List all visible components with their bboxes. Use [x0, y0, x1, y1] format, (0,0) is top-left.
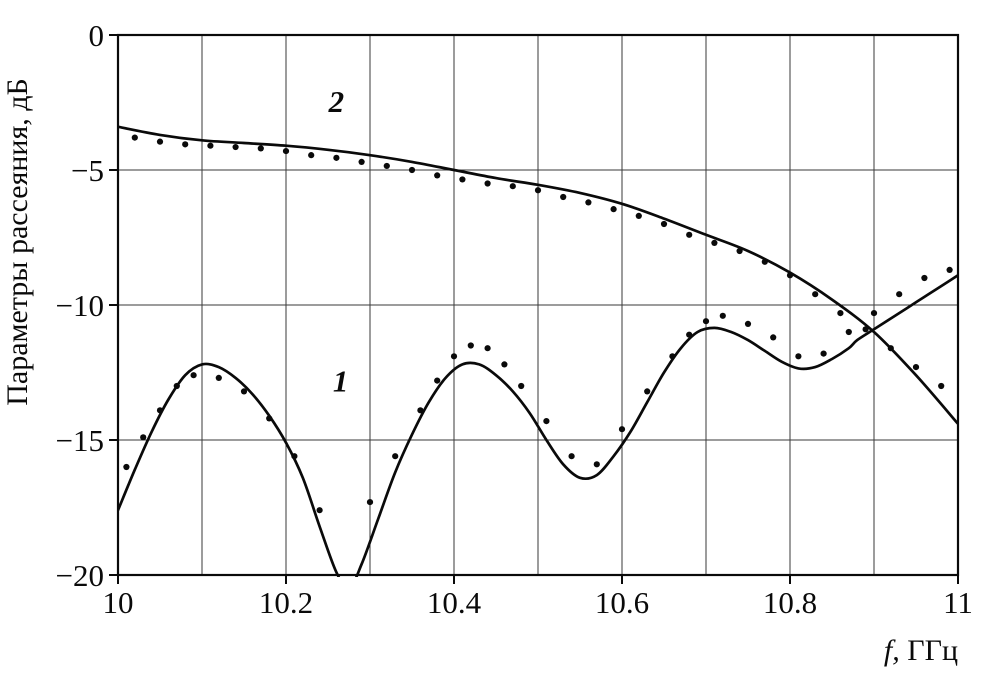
- dots-1 measured: [123, 266, 953, 514]
- data-dot: [240, 388, 248, 395]
- data-dot: [333, 154, 340, 161]
- data-dot: [534, 187, 542, 194]
- data-dot: [316, 507, 323, 514]
- curve-number-label: 1: [333, 363, 349, 398]
- data-dot: [770, 334, 777, 341]
- y-tick-label: −5: [71, 153, 104, 188]
- dots-2 measured: [131, 134, 945, 390]
- x-tick-label: 11: [943, 585, 973, 620]
- x-tick-label: 10: [103, 585, 134, 620]
- data-dot: [434, 377, 441, 384]
- data-dot: [123, 463, 130, 471]
- x-axis-title-symbol: f,: [884, 634, 900, 667]
- data-dot: [383, 162, 390, 170]
- data-dot: [887, 345, 894, 352]
- x-axis-title: f, ГГц: [884, 634, 958, 667]
- data-dot: [837, 310, 844, 317]
- data-dot: [501, 361, 508, 368]
- data-dot: [812, 291, 819, 298]
- data-dot: [173, 382, 180, 390]
- data-dot: [736, 247, 743, 255]
- x-tick-label: 10.2: [259, 585, 313, 620]
- data-dot: [257, 145, 264, 152]
- data-dot: [786, 272, 794, 279]
- axis-ticks: [109, 34, 959, 584]
- data-dot: [434, 172, 441, 179]
- data-dot: [560, 193, 567, 201]
- curve-labels: 12: [328, 84, 349, 398]
- data-dot: [207, 142, 214, 149]
- y-axis-title: Параметры рассеяния, дБ: [1, 78, 34, 406]
- data-dot: [820, 350, 827, 357]
- data-dot: [660, 220, 668, 228]
- data-dot: [308, 152, 315, 159]
- data-dot: [266, 415, 273, 422]
- data-dot: [585, 199, 592, 206]
- x-axis-title-unit: ГГц: [900, 634, 958, 667]
- data-dot: [518, 382, 525, 390]
- data-dot: [467, 342, 474, 349]
- data-dot: [946, 266, 953, 273]
- data-dot: [408, 166, 416, 174]
- data-dot: [896, 291, 903, 298]
- data-dot: [568, 453, 575, 460]
- data-dot: [744, 320, 752, 327]
- y-tick-label: 0: [89, 18, 105, 53]
- y-tick-label: −10: [56, 288, 104, 323]
- data-dot: [938, 382, 945, 390]
- data-dot: [190, 372, 197, 379]
- data-dot: [417, 407, 424, 414]
- x-tick-label: 10.8: [763, 585, 817, 620]
- data-dot: [635, 212, 642, 219]
- curve-1: [118, 273, 958, 577]
- grid-lines: [117, 34, 959, 576]
- data-dot: [156, 407, 164, 414]
- data-dot: [921, 274, 928, 282]
- data-dot: [870, 310, 878, 317]
- data-dot: [282, 148, 290, 155]
- x-tick-label: 10.4: [427, 585, 482, 620]
- data-dot: [711, 239, 718, 246]
- y-tick-label: −15: [56, 423, 104, 458]
- data-dot: [686, 331, 693, 338]
- data-dot: [509, 183, 516, 190]
- data-dot: [543, 418, 550, 425]
- data-dot: [140, 434, 147, 441]
- data-dot: [366, 499, 374, 506]
- data-dot: [215, 374, 222, 381]
- data-dot: [484, 345, 491, 352]
- data-dot: [719, 312, 726, 319]
- data-dot: [131, 134, 138, 141]
- data-dot: [156, 138, 164, 145]
- data-dot: [669, 353, 676, 360]
- data-dot: [644, 388, 651, 395]
- data-dot: [182, 141, 189, 148]
- data-dot: [845, 328, 852, 336]
- x-tick-label: 10.6: [595, 585, 649, 620]
- data-dot: [450, 353, 458, 360]
- data-dot: [459, 176, 466, 183]
- data-series: [118, 125, 958, 577]
- data-dot: [912, 364, 920, 371]
- data-dot: [862, 326, 869, 333]
- data-dot: [761, 258, 768, 265]
- data-dot: [593, 461, 600, 468]
- data-dot: [618, 426, 626, 433]
- curve-2: [118, 125, 958, 426]
- data-dot: [232, 143, 239, 151]
- data-dot: [358, 158, 365, 165]
- data-dot: [702, 318, 710, 325]
- data-dot: [686, 231, 693, 238]
- data-dot: [392, 453, 399, 460]
- data-dot: [291, 453, 298, 460]
- data-dot: [484, 180, 491, 187]
- tick-labels: 10 10.2 10.4 10.6 10.8 11 0 −5 −10 −15 −20: [56, 18, 973, 620]
- data-dot: [795, 353, 802, 360]
- data-dot: [610, 206, 617, 213]
- curve-number-label: 2: [328, 84, 345, 119]
- y-tick-label: −20: [56, 558, 104, 593]
